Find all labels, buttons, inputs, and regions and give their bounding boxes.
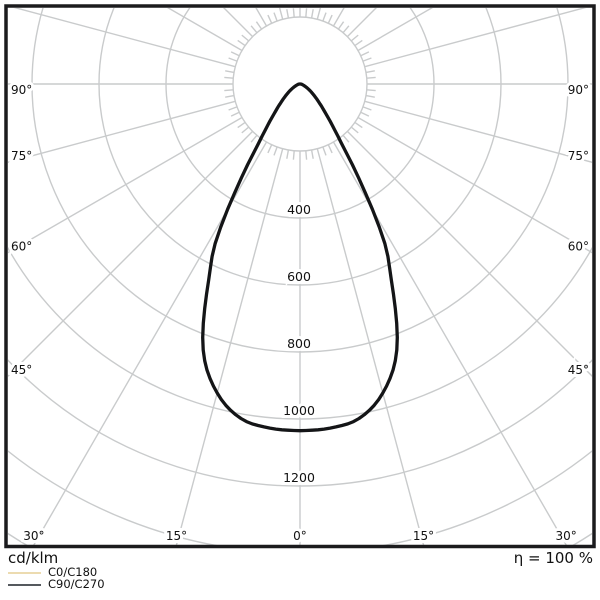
legend-item: C0/C180 bbox=[8, 565, 105, 579]
grid-minor-tick bbox=[250, 25, 258, 34]
grid-radial-line bbox=[8, 100, 236, 163]
legend-line-sample bbox=[8, 583, 41, 586]
angle-label-right: 75° bbox=[568, 149, 589, 163]
grid-minor-tick bbox=[327, 14, 333, 24]
legend-item: C90/C270 bbox=[8, 577, 105, 591]
unit-label: cd/klm bbox=[8, 549, 59, 567]
grid-minor-tick bbox=[310, 149, 314, 159]
grid-radial-line bbox=[8, 130, 254, 377]
radial-tick-label: 600 bbox=[287, 269, 311, 284]
angle-label-bottom: 30° bbox=[556, 529, 577, 543]
grid-minor-tick bbox=[360, 111, 370, 117]
angle-label-bottom: 15° bbox=[166, 529, 187, 543]
radial-tick-label: 1200 bbox=[283, 470, 315, 485]
angle-label-bottom: 15° bbox=[413, 529, 434, 543]
grid-minor-tick bbox=[354, 121, 363, 129]
grid-minor-tick bbox=[327, 144, 333, 154]
grid-minor-tick bbox=[225, 94, 235, 98]
efficiency-label: η = 100 % bbox=[513, 549, 593, 567]
grid-radial-line bbox=[332, 141, 567, 545]
grid-minor-tick bbox=[354, 39, 363, 47]
grid-minor-tick bbox=[350, 126, 359, 134]
radial-tick-label: 400 bbox=[287, 202, 311, 217]
angle-label-bottom: 30° bbox=[23, 529, 44, 543]
grid-minor-tick bbox=[365, 70, 375, 74]
grid-radial-line bbox=[13, 8, 236, 68]
grid-radial-line bbox=[8, 116, 243, 254]
grid-minor-tick bbox=[366, 76, 376, 79]
legend-label: C0/C180 bbox=[48, 565, 98, 579]
angle-label-left: 75° bbox=[11, 149, 32, 163]
angle-label-left: 60° bbox=[11, 240, 32, 254]
legend-label: C90/C270 bbox=[48, 577, 105, 591]
grid-minor-tick bbox=[224, 76, 234, 79]
grid-minor-tick bbox=[310, 9, 314, 19]
grid-radial-line bbox=[175, 148, 284, 545]
grid-minor-tick bbox=[228, 106, 238, 111]
grid-radial-line bbox=[357, 116, 592, 254]
grid-minor-tick bbox=[362, 106, 372, 111]
angle-label-bottom: 0° bbox=[293, 529, 307, 543]
grid-minor-tick bbox=[224, 89, 234, 92]
grid-minor-tick bbox=[350, 34, 359, 42]
grid-minor-tick bbox=[255, 21, 263, 30]
grid-minor-tick bbox=[230, 51, 240, 57]
grid-minor-tick bbox=[241, 126, 250, 134]
grid-minor-tick bbox=[342, 134, 350, 143]
series-curve-c90-c270 bbox=[201, 82, 399, 433]
angle-label-right: 60° bbox=[568, 240, 589, 254]
grid-minor-tick bbox=[305, 8, 308, 18]
angle-label-right: 45° bbox=[568, 363, 589, 377]
grid-minor-tick bbox=[286, 149, 290, 159]
legend: C0/C180 C90/C270 bbox=[8, 565, 105, 591]
plot-border bbox=[4, 4, 596, 549]
grid-minor-tick bbox=[322, 12, 327, 22]
grid-minor-tick bbox=[305, 150, 308, 160]
grid-radial-line bbox=[346, 130, 592, 377]
legend-line-sample bbox=[8, 571, 41, 574]
grid-minor-tick bbox=[366, 89, 376, 92]
angle-label-left: 45° bbox=[11, 363, 32, 377]
grid-minor-tick bbox=[362, 57, 372, 62]
grid-minor-tick bbox=[292, 150, 295, 160]
grid-minor-tick bbox=[342, 25, 350, 34]
grid-minor-tick bbox=[322, 146, 327, 156]
grid-radial-line bbox=[364, 100, 592, 163]
grid-minor-tick bbox=[365, 94, 375, 98]
angle-label-left: 90° bbox=[11, 83, 32, 97]
grid-minor-tick bbox=[267, 144, 273, 154]
grid-minor-tick bbox=[241, 34, 250, 42]
grid-radial-line bbox=[364, 8, 587, 68]
grid-minor-tick bbox=[267, 14, 273, 24]
grid-minor-tick bbox=[292, 8, 295, 18]
radial-tick-label: 800 bbox=[287, 336, 311, 351]
grid-radial-line bbox=[316, 148, 425, 545]
angle-label-right: 90° bbox=[568, 83, 589, 97]
grid-radial-line bbox=[33, 141, 268, 545]
grid-minor-tick bbox=[228, 57, 238, 62]
grid-minor-tick bbox=[230, 111, 240, 117]
grid-minor-tick bbox=[337, 21, 345, 30]
grid-minor-tick bbox=[250, 134, 258, 143]
grid-minor-tick bbox=[237, 121, 246, 129]
radial-tick-label: 1000 bbox=[283, 403, 315, 418]
grid-minor-tick bbox=[225, 70, 235, 74]
grid-minor-tick bbox=[237, 39, 246, 47]
grid-minor-tick bbox=[286, 9, 290, 19]
grid-minor-tick bbox=[360, 51, 370, 57]
grid-minor-tick bbox=[273, 12, 278, 22]
grid-minor-tick bbox=[273, 146, 278, 156]
